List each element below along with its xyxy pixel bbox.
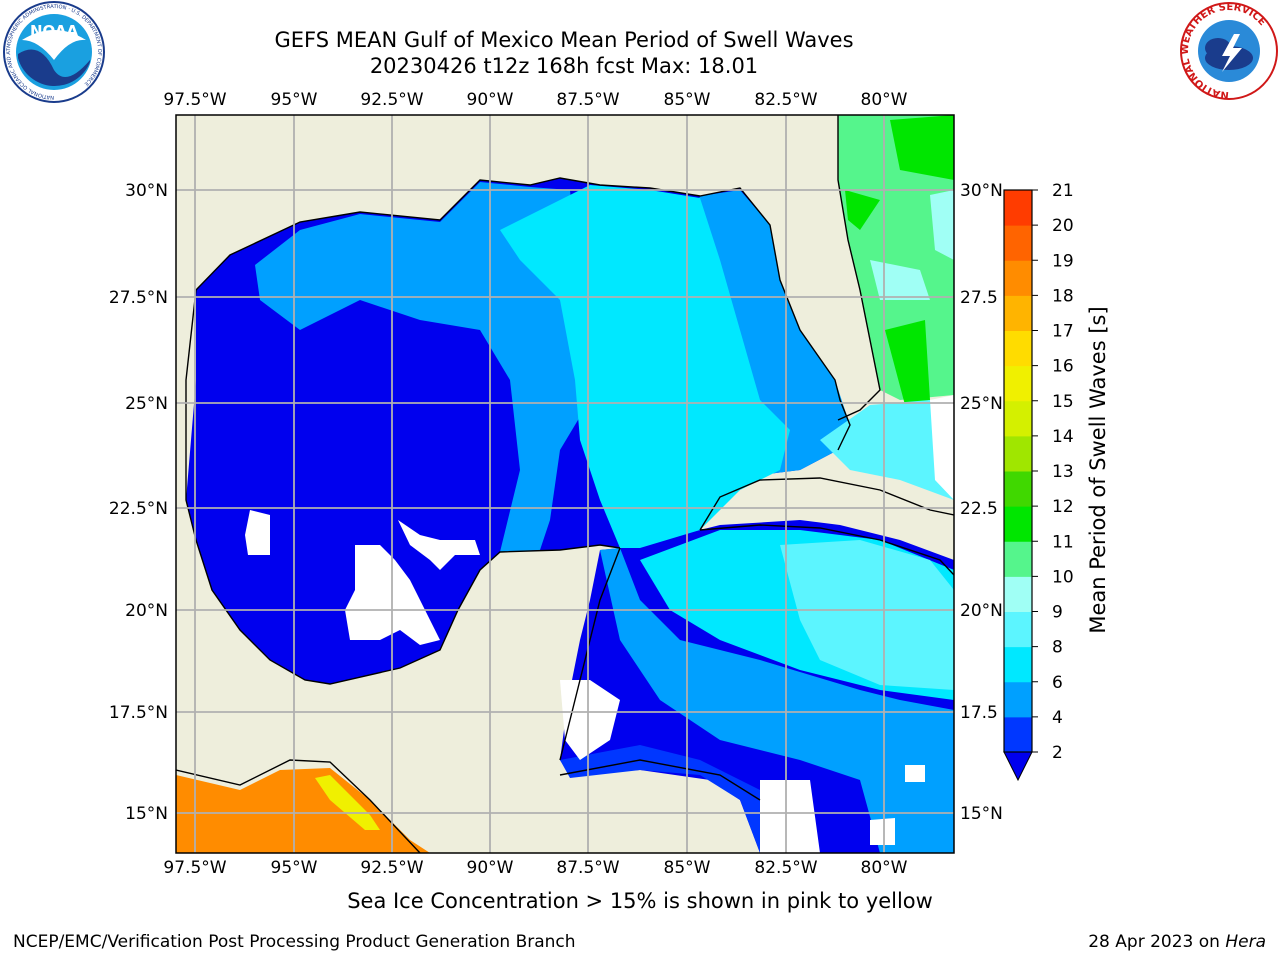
missing-data [245, 395, 954, 853]
lat-tick-left: 17.5°N [109, 703, 168, 723]
colorbar-tick-label: 20 [1052, 216, 1074, 236]
colorbar-segment [1004, 400, 1032, 437]
lon-tick-top: 95°W [271, 90, 318, 110]
date-text: 28 Apr 2023 on Hera [1088, 932, 1266, 952]
colorbar-tick-label: 4 [1052, 708, 1063, 728]
lon-tick-top: 80°W [861, 90, 908, 110]
map-subtitle: 20230426 t12z 168h fcst Max: 18.01 [369, 54, 759, 78]
colorbar-segment [1004, 365, 1032, 402]
lat-tick-left: 15°N [125, 804, 168, 824]
lat-tick-left: 30°N [125, 181, 168, 201]
colorbar-tick-label: 17 [1052, 322, 1074, 342]
colorbar-segment [1004, 260, 1032, 296]
colorbar-segment [1004, 330, 1032, 367]
lon-tick-top: 97.5°W [163, 90, 226, 110]
colorbar: 2 4 6 8 9 10 11 12 13 14 15 16 17 18 19 20 21 [1003, 181, 1074, 782]
credit-text: NCEP/EMC/Verification Post Processing Pr… [13, 932, 576, 952]
colorbar-tick-label: 9 [1052, 603, 1063, 623]
colorbar-tick-label: 8 [1052, 638, 1063, 658]
colorbar-tick-label: 15 [1052, 392, 1074, 412]
colorbar-segment [1004, 681, 1032, 718]
colorbar-segment [1004, 611, 1032, 648]
colorbar-segment [1004, 541, 1032, 577]
colorbar-segment [1004, 225, 1032, 261]
lon-tick-top: 92.5°W [360, 90, 423, 110]
lon-tick-bottom: 95°W [271, 858, 318, 878]
colorbar-tick-label: 6 [1052, 673, 1063, 693]
lon-tick-bottom: 92.5°W [360, 858, 423, 878]
colorbar-segment [1004, 471, 1032, 507]
nws-logo: NATIONAL WEATHER SERVICE [1180, 2, 1278, 100]
lat-tick-left: 27.5°N [109, 288, 168, 308]
colorbar-segment [1004, 716, 1032, 753]
lon-tick-bottom: 97.5°W [163, 858, 226, 878]
colorbar-tick-label: 2 [1052, 743, 1063, 763]
lon-tick-top: 90°W [467, 90, 514, 110]
colorbar-segment [1004, 506, 1032, 542]
lat-tick-right: 17.5 [960, 703, 998, 723]
lat-tick-right: 15°N [960, 804, 1003, 824]
map-title: GEFS MEAN Gulf of Mexico Mean Period of … [274, 28, 854, 52]
lon-tick-bottom: 87.5°W [556, 858, 619, 878]
lat-tick-right: 20°N [960, 601, 1003, 621]
lat-tick-right: 27.5 [960, 288, 998, 308]
lon-tick-bottom: 80°W [861, 858, 908, 878]
colorbar-segment [1004, 190, 1032, 226]
colorbar-tick-label: 21 [1052, 181, 1074, 201]
colorbar-tick-label: 13 [1052, 462, 1074, 482]
lat-tick-right: 22.5 [960, 499, 998, 519]
lon-tick-bottom: 82.5°W [754, 858, 817, 878]
map-frame [175, 114, 955, 854]
colorbar-segment [1004, 576, 1032, 612]
graticule [176, 115, 954, 853]
colorbar-tick-label: 14 [1052, 427, 1074, 447]
lat-tick-right: 25°N [960, 394, 1003, 414]
lon-tick-bottom: 90°W [467, 858, 514, 878]
colorbar-tick-label: 11 [1052, 532, 1074, 552]
lat-tick-right: 30°N [960, 181, 1003, 201]
colorbar-tick-label: 19 [1052, 251, 1074, 271]
colorbar-tick-label: 16 [1052, 357, 1074, 377]
map-area [176, 115, 954, 853]
lon-tick-top: 85°W [664, 90, 711, 110]
lat-tick-left: 20°N [125, 601, 168, 621]
colorbar-extend-triangle [1003, 751, 1033, 782]
lat-tick-left: 22.5°N [109, 499, 168, 519]
lon-tick-bottom: 85°W [664, 858, 711, 878]
sea-ice-note: Sea Ice Concentration > 15% is shown in … [347, 889, 933, 913]
colorbar-segment [1004, 435, 1032, 472]
lat-tick-left: 25°N [125, 394, 168, 414]
lon-tick-top: 87.5°W [556, 90, 619, 110]
pacific-water [176, 768, 430, 853]
coastlines [176, 115, 954, 853]
colorbar-label: Mean Period of Swell Waves [s] [1086, 306, 1110, 633]
colorbar-tick-label: 10 [1052, 567, 1074, 587]
noaa-logo: NATIONAL OCEANIC AND ATMOSPHERIC ADMINIS… [3, 1, 105, 103]
lon-tick-top: 82.5°W [754, 90, 817, 110]
colorbar-segment [1004, 295, 1032, 331]
colorbar-segment [1004, 646, 1032, 683]
colorbar-tick-label: 12 [1052, 497, 1074, 517]
colorbar-tick-label: 18 [1052, 286, 1074, 306]
noaa-logo-text: NOAA [30, 22, 79, 40]
